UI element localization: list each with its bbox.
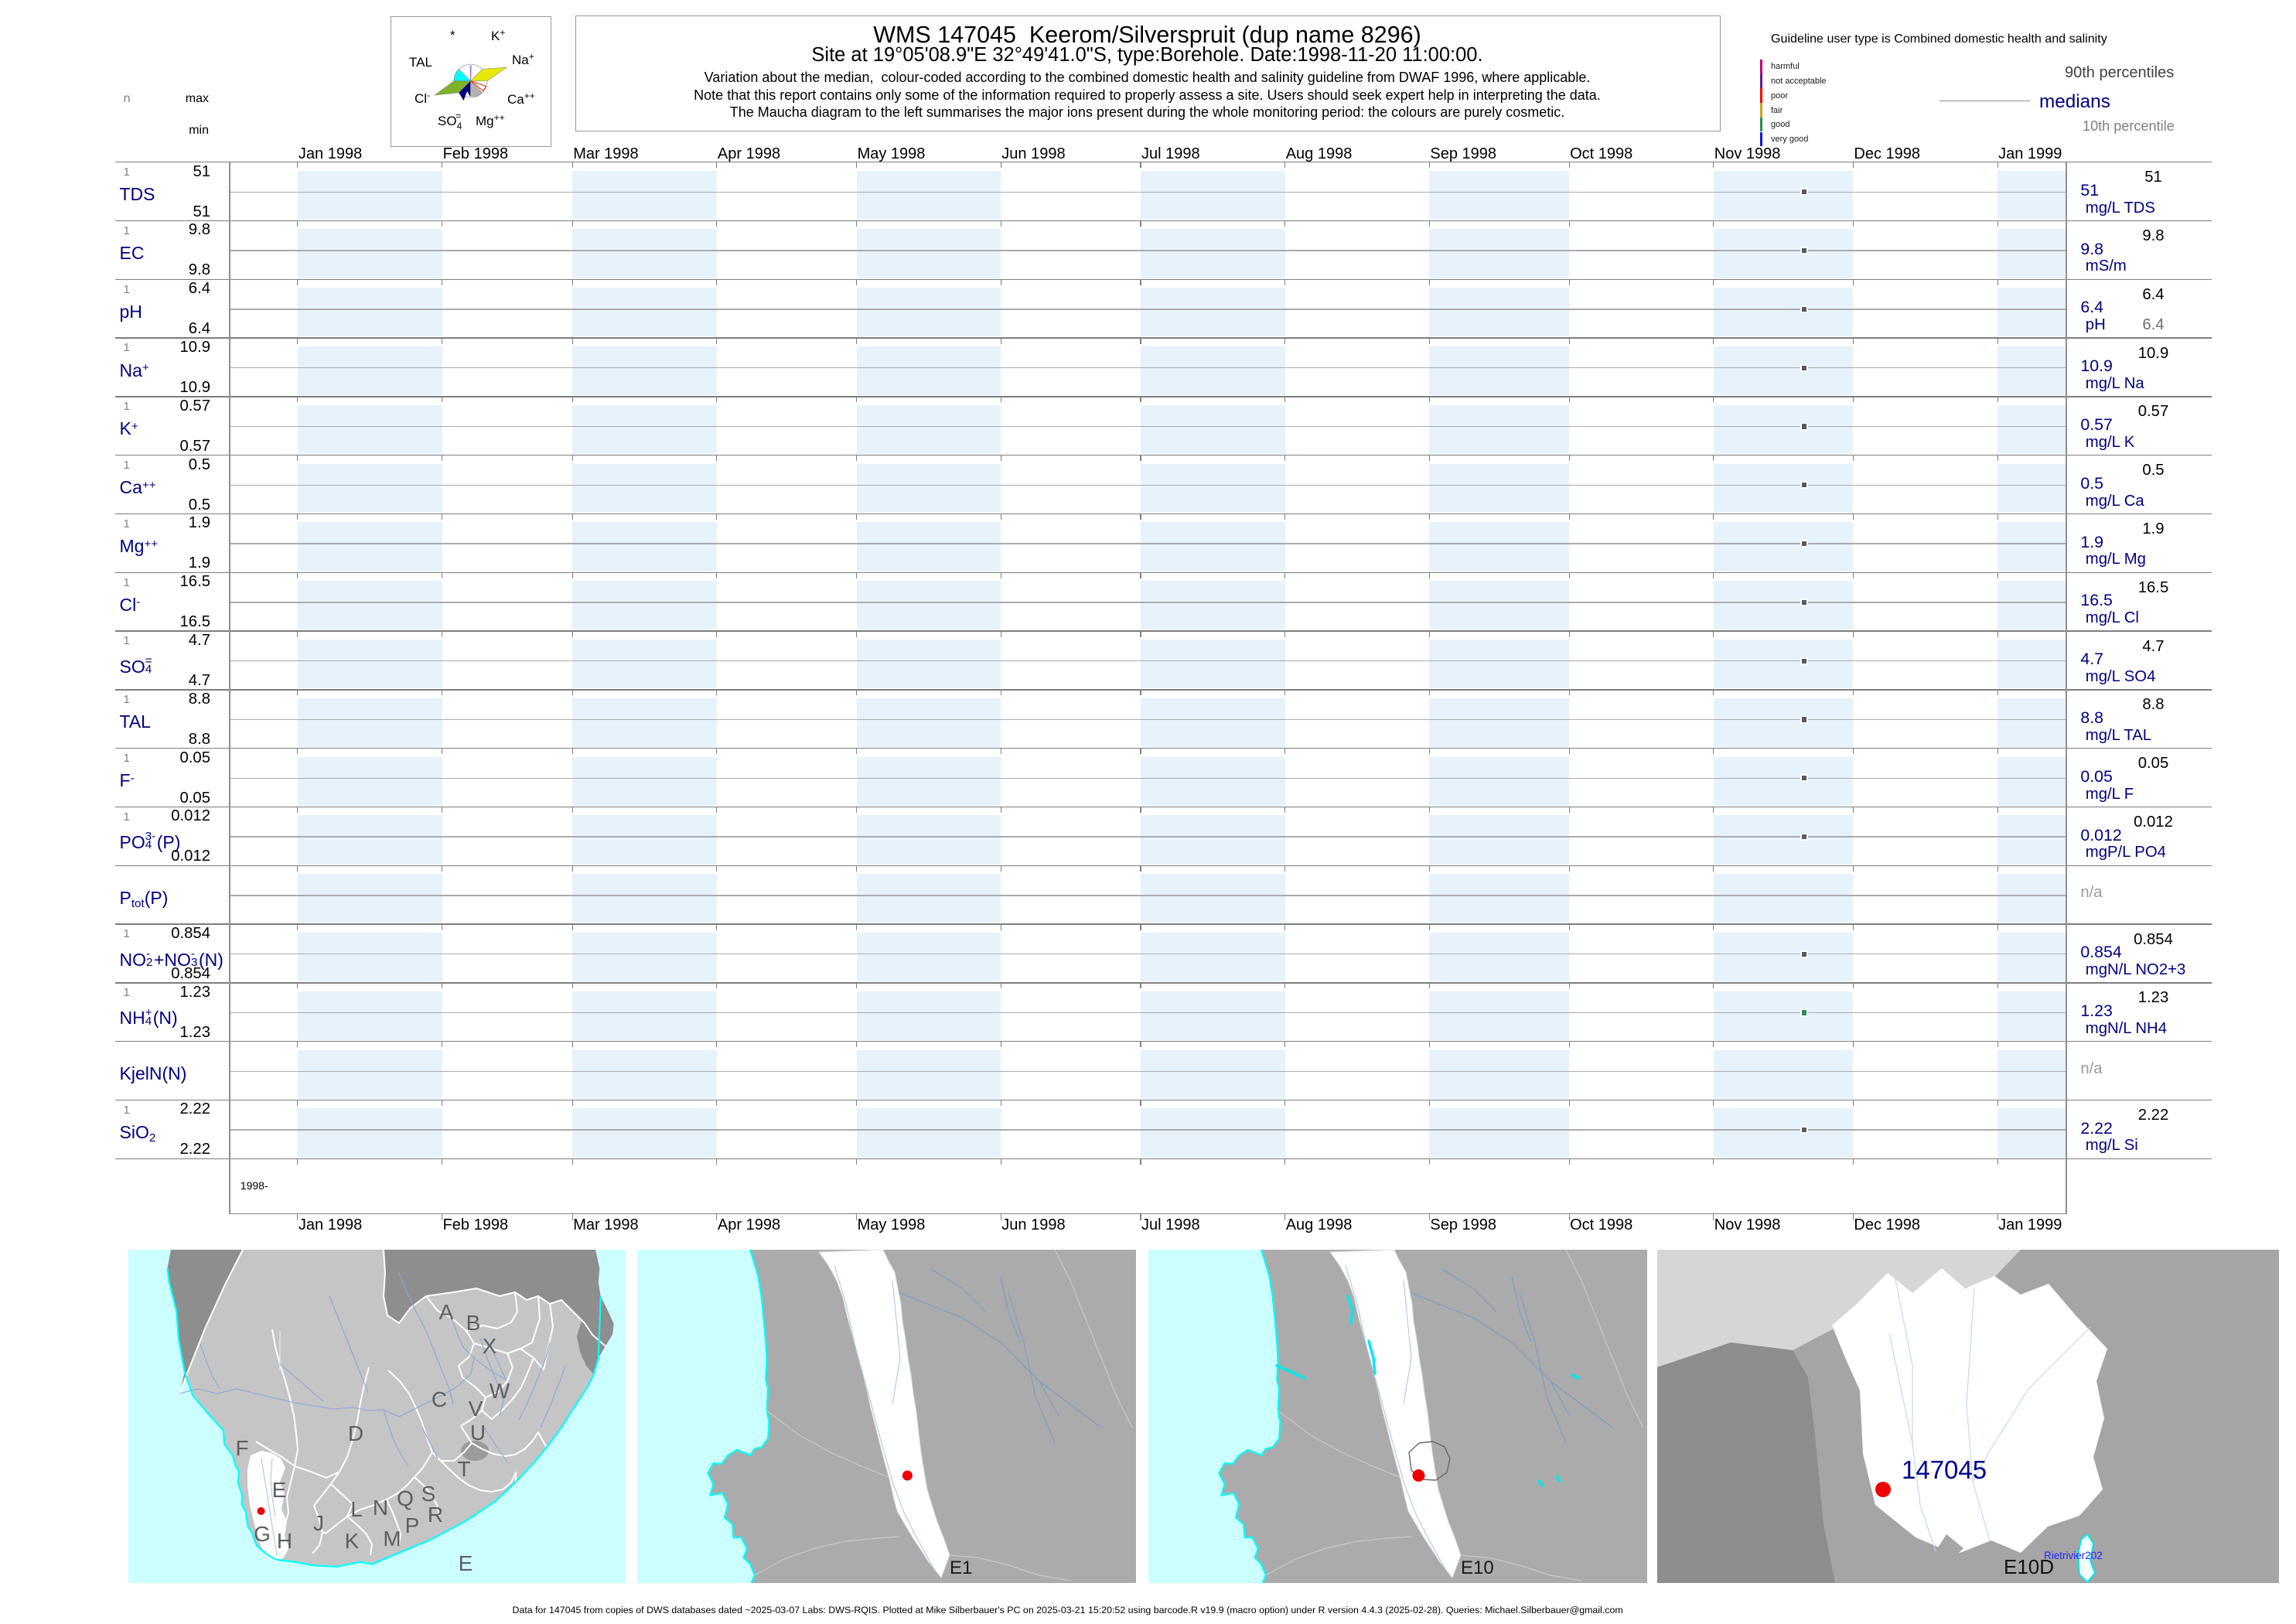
svg-text:S: S: [421, 1482, 435, 1506]
svg-text:Na+: Na+: [512, 51, 534, 67]
svg-text:L: L: [350, 1497, 363, 1521]
svg-text:TAL: TAL: [409, 55, 432, 70]
svg-text:N: N: [372, 1496, 387, 1520]
svg-text:P: P: [404, 1513, 419, 1537]
svg-text:Q: Q: [397, 1486, 414, 1510]
svg-text:E10D: E10D: [2004, 1555, 2054, 1578]
svg-text:B: B: [466, 1311, 480, 1335]
svg-text:X: X: [482, 1334, 496, 1358]
svg-text:C: C: [431, 1387, 446, 1411]
svg-text:K: K: [344, 1529, 359, 1553]
svg-text:E: E: [271, 1478, 286, 1502]
svg-text:A: A: [438, 1300, 453, 1324]
svg-text:F: F: [235, 1436, 248, 1460]
svg-text:R: R: [427, 1503, 442, 1527]
svg-text:U: U: [469, 1421, 485, 1445]
svg-text:M: M: [383, 1527, 401, 1551]
svg-text:E1: E1: [950, 1557, 972, 1578]
svg-text:K+: K+: [491, 27, 505, 43]
svg-text:*: *: [450, 28, 455, 43]
svg-text:Cl-: Cl-: [415, 90, 430, 106]
svg-text:E: E: [458, 1551, 473, 1575]
svg-text:Mg++: Mg++: [476, 112, 505, 128]
svg-text:V: V: [468, 1397, 483, 1421]
svg-text:Rietrivier202: Rietrivier202: [2044, 1550, 2103, 1561]
svg-text:D: D: [347, 1421, 363, 1445]
svg-text:Ca++: Ca++: [507, 90, 535, 107]
svg-text:147045: 147045: [1902, 1455, 1987, 1484]
svg-text:SO4=: SO4=: [438, 111, 462, 131]
svg-text:W: W: [489, 1379, 510, 1403]
svg-text:E10: E10: [1461, 1557, 1494, 1578]
svg-text:H: H: [276, 1529, 292, 1553]
svg-text:J: J: [313, 1511, 324, 1535]
svg-text:T: T: [457, 1457, 470, 1481]
svg-text:G: G: [254, 1522, 271, 1546]
